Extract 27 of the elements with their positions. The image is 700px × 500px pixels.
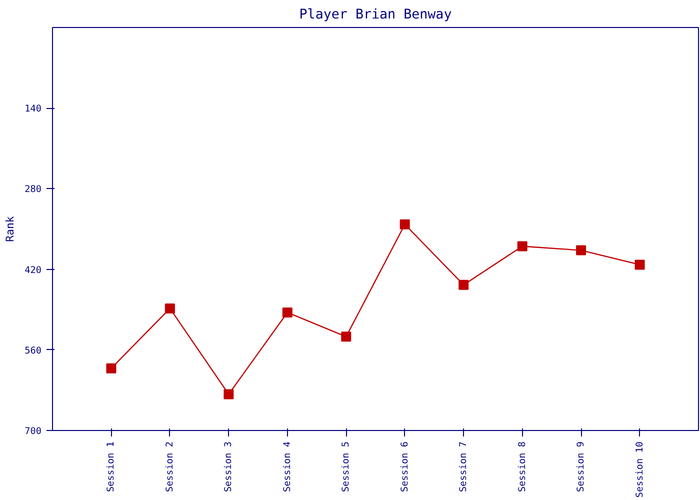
- point: [458, 280, 469, 290]
- y-tick-label: 420: [24, 264, 42, 276]
- x-tick-label: Session 6: [399, 441, 410, 492]
- x-tick-label: Session 1: [106, 441, 117, 492]
- y-axis-title: Rank: [4, 216, 17, 242]
- y-tick-label: 280: [24, 184, 42, 196]
- y-tick-label: 700: [24, 426, 42, 437]
- point: [164, 303, 175, 314]
- point: [400, 219, 410, 230]
- x-tick-label: Session 8: [516, 441, 528, 492]
- point: [282, 307, 292, 318]
- point: [106, 363, 116, 374]
- point: [341, 332, 352, 342]
- point: [517, 241, 528, 252]
- x-tick-label: Session 4: [282, 441, 293, 492]
- y-tick-label: 560: [24, 345, 42, 356]
- x-tick-label: Session 5: [340, 441, 352, 492]
- point: [224, 389, 234, 400]
- x-tick-label: Session 3: [223, 441, 234, 492]
- x-tick-label: Session 9: [576, 441, 587, 492]
- chart-title: Player Brian Benway: [299, 8, 452, 22]
- y-tick-label: 140: [24, 104, 42, 115]
- point: [634, 260, 645, 270]
- x-tick-label: Session 10: [634, 441, 646, 498]
- x-tick-label: Session 2: [164, 441, 176, 492]
- x-tick-label: Session 7: [458, 441, 470, 492]
- point: [576, 245, 586, 256]
